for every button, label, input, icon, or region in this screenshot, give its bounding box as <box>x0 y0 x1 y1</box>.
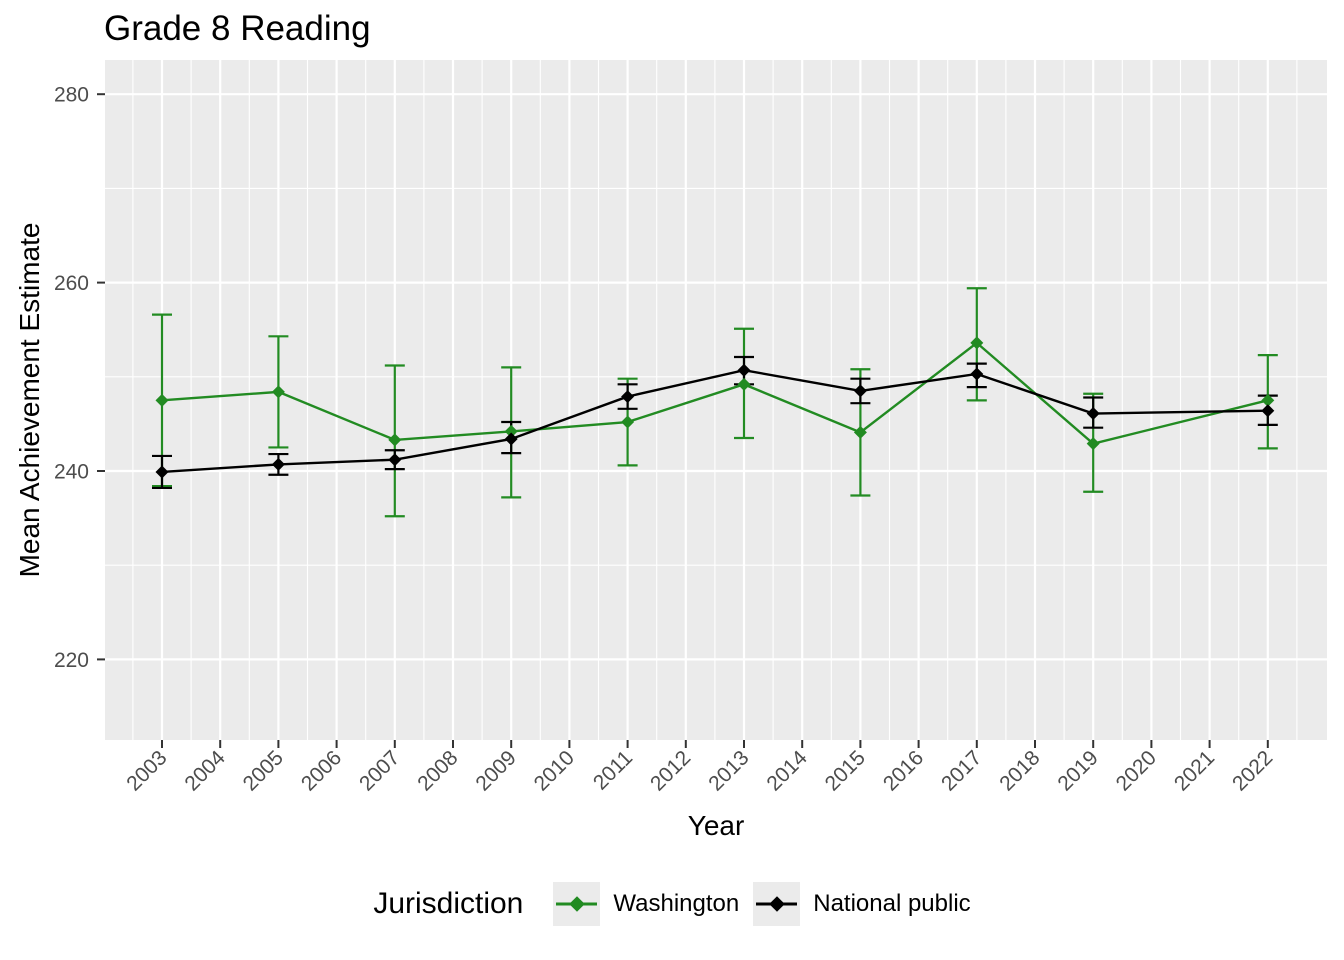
plot-area: 220 240 260 280 2003 2004 2005 2006 2007 2008 2009… <box>54 60 1327 796</box>
data-point-washington-2015 <box>853 425 867 439</box>
data-point-national-public-2017 <box>970 367 984 381</box>
data-point-national-public-2011 <box>621 390 635 404</box>
data-point-washington-2005 <box>271 385 285 399</box>
x-tick-label-2018: 2018 <box>995 746 1044 795</box>
x-axis-title: Year <box>687 810 745 841</box>
data-point-washington-2003 <box>155 393 169 407</box>
x-tick-label-2019: 2019 <box>1053 746 1102 795</box>
legend-label-national-public: National public <box>813 890 971 917</box>
x-tick-label-2017: 2017 <box>937 746 986 795</box>
legend-key-diamond-icon <box>768 896 785 912</box>
x-tick-label-2006: 2006 <box>297 746 346 795</box>
legend-label-washington: Washington <box>613 890 740 917</box>
panel-background <box>105 60 1327 740</box>
y-tick-label-260: 260 <box>54 272 89 295</box>
x-tick-label-2014: 2014 <box>762 746 812 796</box>
data-point-washington-2013 <box>737 377 751 391</box>
data-point-washington-2022 <box>1261 393 1275 407</box>
x-tick-label-2022: 2022 <box>1228 746 1277 795</box>
data-point-washington-2011 <box>621 415 635 429</box>
x-tick-label-2008: 2008 <box>413 746 462 795</box>
legend-key-washington <box>553 882 601 926</box>
x-tick-label-2013: 2013 <box>704 746 753 795</box>
legend-key-national-public <box>753 882 801 926</box>
legend: Jurisdiction Washington National public <box>0 882 1344 926</box>
data-point-national-public-2005 <box>271 457 285 471</box>
x-tick-label-2003: 2003 <box>122 746 171 795</box>
x-tick-label-2012: 2012 <box>646 746 695 795</box>
chart-title: Grade 8 Reading <box>104 9 371 48</box>
x-tick-label-2011: 2011 <box>589 746 637 794</box>
x-tick-label-2021: 2021 <box>1170 746 1219 795</box>
x-tick-label-2020: 2020 <box>1112 746 1161 795</box>
x-tick-label-2004: 2004 <box>180 746 230 796</box>
x-tick-label-2005: 2005 <box>239 746 288 795</box>
data-point-national-public-2007 <box>388 453 402 467</box>
x-tick-label-2016: 2016 <box>879 746 928 795</box>
x-tick-label-2007: 2007 <box>355 746 404 795</box>
data-point-washington-2009 <box>504 424 518 438</box>
y-tick-label-280: 280 <box>54 84 89 107</box>
data-point-national-public-2003 <box>155 465 169 479</box>
data-point-national-public-2009 <box>504 432 518 446</box>
x-tick-label-2009: 2009 <box>471 746 520 795</box>
data-point-national-public-2013 <box>737 363 751 377</box>
data-point-national-public-2019 <box>1086 407 1100 421</box>
legend-key-diamond-icon <box>569 896 585 912</box>
y-tick-label-240: 240 <box>54 461 89 484</box>
x-tick-label-2015: 2015 <box>821 746 870 795</box>
data-point-national-public-2022 <box>1261 404 1275 418</box>
data-point-washington-2019 <box>1086 437 1100 451</box>
series-line-national-public <box>161 368 1268 474</box>
legend-title: Jurisdiction <box>373 887 524 920</box>
data-point-national-public-2015 <box>853 384 867 398</box>
y-tick-label-220: 220 <box>54 649 89 672</box>
x-tick-label-2010: 2010 <box>530 746 579 795</box>
legend-item-washington: Washington <box>553 882 739 926</box>
legend-item-national-public: National public <box>753 882 971 926</box>
data-point-washington-2017 <box>970 336 984 350</box>
data-point-washington-2007 <box>388 433 402 447</box>
